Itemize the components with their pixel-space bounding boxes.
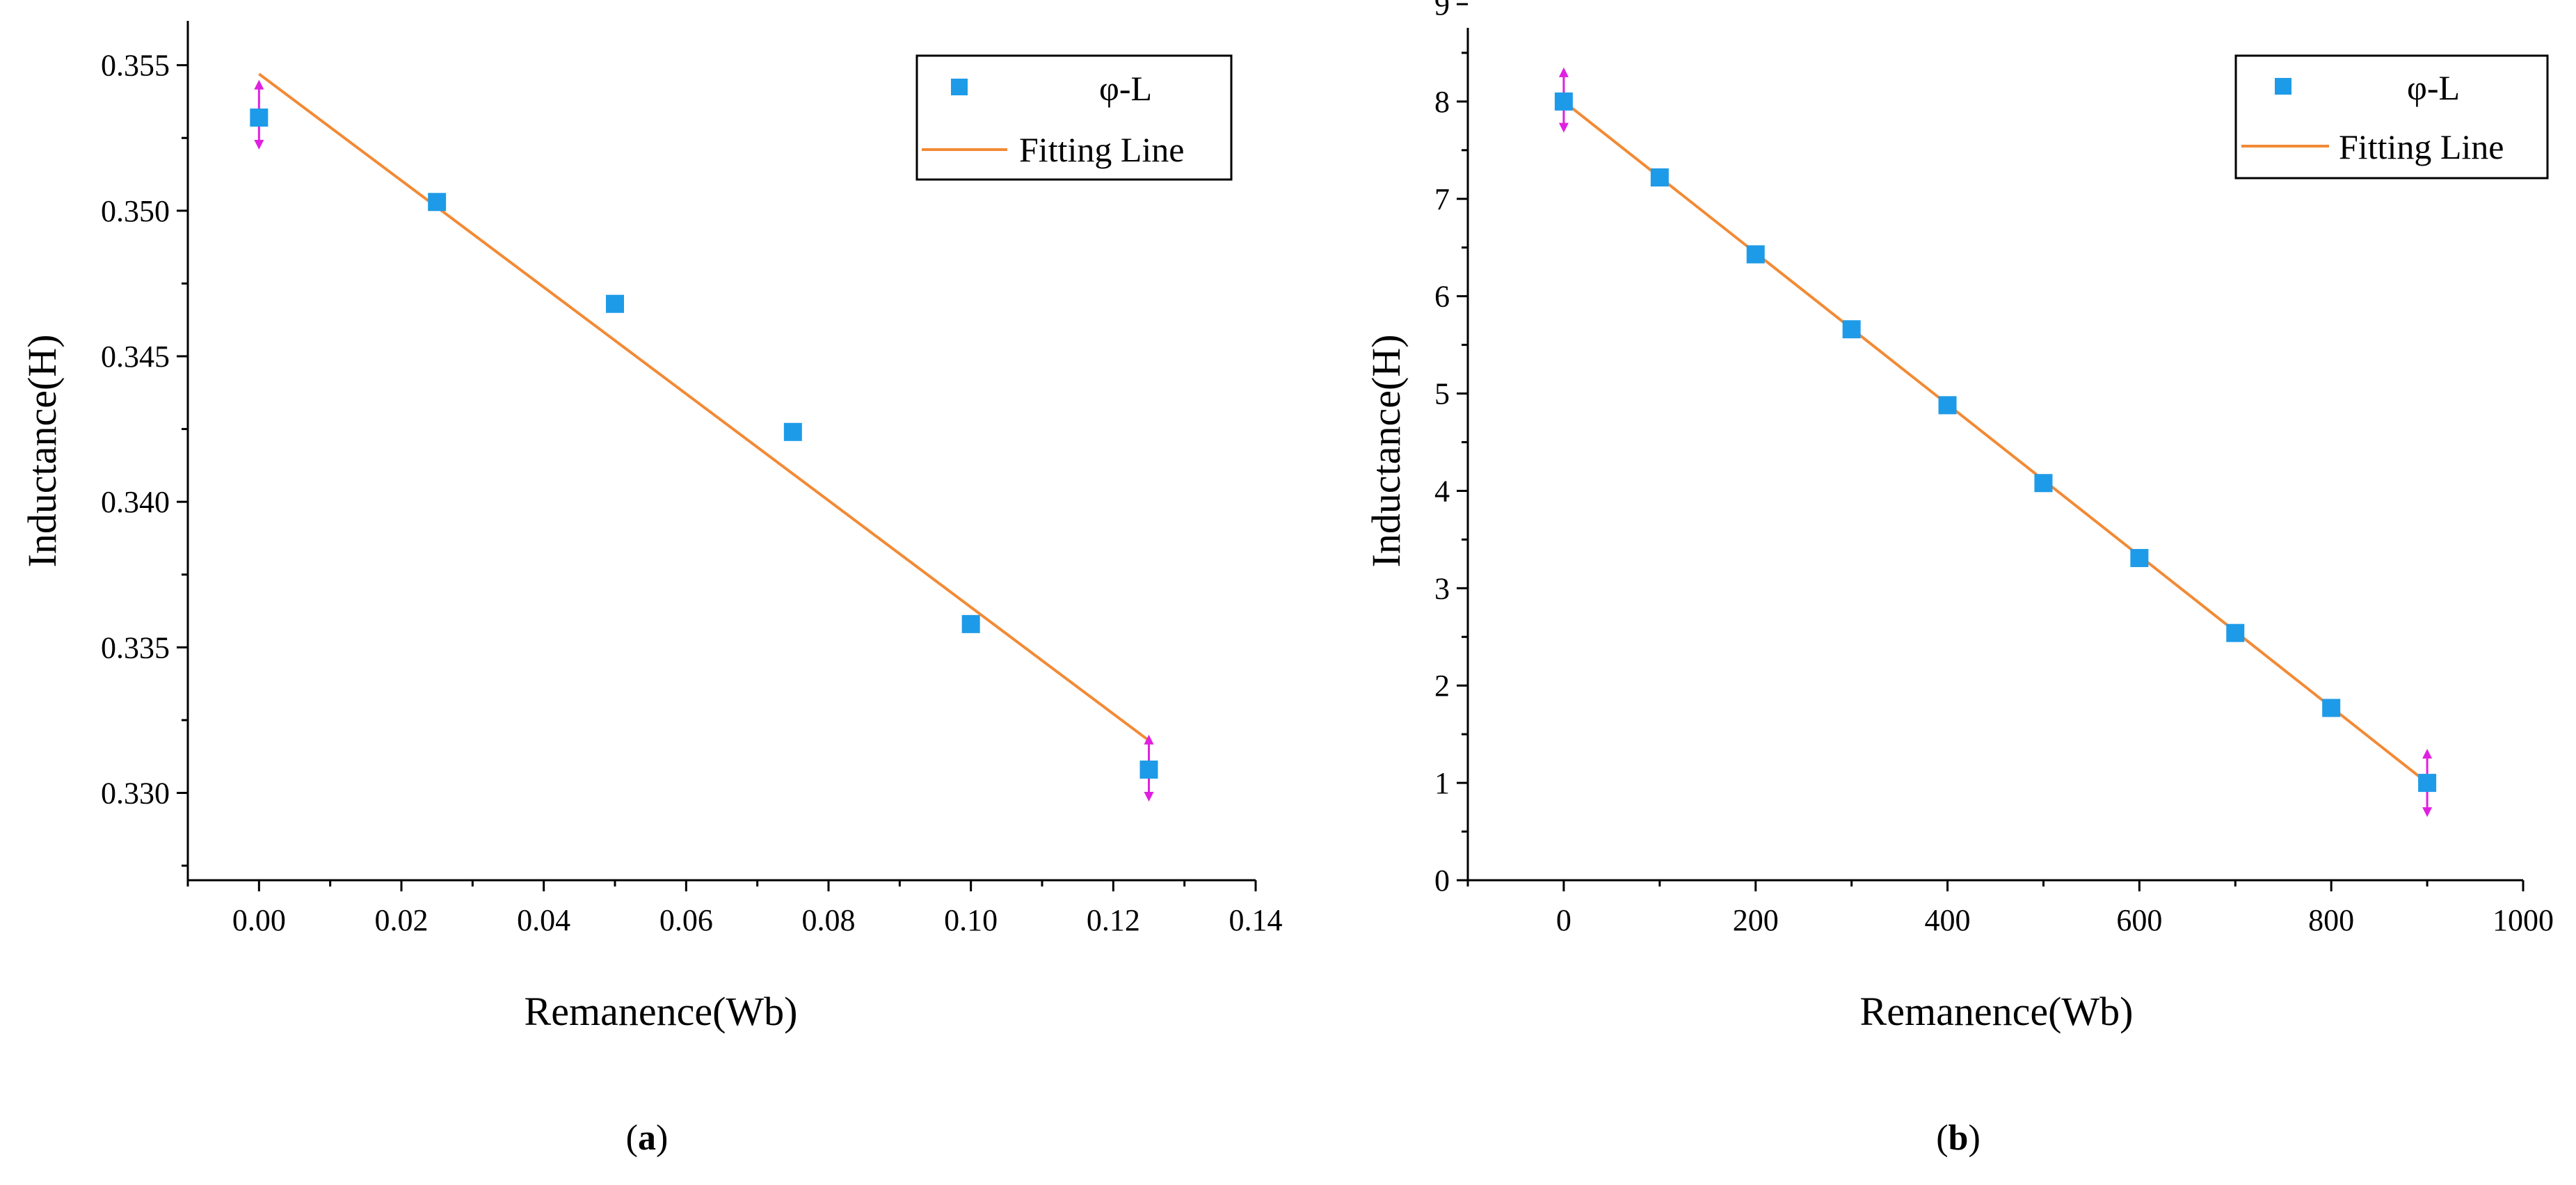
y-tick-label: 2 — [1434, 669, 1450, 703]
data-point — [1842, 320, 1861, 339]
panel-label: (b) — [1936, 1118, 1981, 1158]
tick-labels: 0 200 400 600 800 1000 0 1 2 3 4 5 6 7 8 9 — [1434, 0, 2554, 937]
legend-box — [2234, 54, 2549, 180]
fit-line — [1562, 100, 2429, 784]
legend-label-series: φ-L — [1099, 69, 1152, 108]
x-tick-label: 0.06 — [659, 903, 713, 937]
y-axis-title: Inductance(H) — [1363, 335, 1409, 568]
data-point — [1139, 761, 1158, 779]
chart-panel-b: 0 200 400 600 800 1000 0 1 2 3 4 5 6 7 8 9 Inductance(H… — [1363, 0, 2554, 1158]
y-tick-label: 0.355 — [101, 49, 170, 83]
error-bar-arrow-up — [2422, 749, 2433, 759]
chart-panel-a: 0.00 0.02 0.04 0.06 0.08 0.10 0.12 0.14 0.330 0.3… — [19, 21, 1283, 1158]
legend-label-fit: Fitting Line — [2339, 127, 2504, 166]
tick-labels: 0.00 0.02 0.04 0.06 0.08 0.10 0.12 0.14 0.330 0.3… — [101, 49, 1283, 937]
data-points — [250, 108, 1158, 779]
data-point — [783, 422, 802, 441]
x-tick-label: 0.04 — [517, 903, 570, 937]
data-point — [2034, 474, 2053, 493]
data-point — [1650, 168, 1669, 187]
y-tick-label: 5 — [1434, 377, 1450, 411]
y-tick-label: 7 — [1434, 182, 1450, 216]
data-point — [961, 614, 980, 633]
panel-label: (a) — [626, 1118, 669, 1158]
data-point — [2418, 774, 2437, 793]
legend: φ-L Fitting Line — [2234, 54, 2549, 180]
y-tick-label: 0.340 — [101, 485, 170, 519]
error-bar-arrow-down — [1144, 792, 1154, 802]
error-bar-arrow-down — [1558, 122, 1569, 133]
y-tick-label: 4 — [1434, 474, 1450, 508]
x-tick-label: 0.12 — [1087, 903, 1140, 937]
tick-marks — [1457, 3, 2525, 891]
error-bar-arrow-down — [2422, 807, 2433, 818]
x-axis-title: Remanence(Wb) — [1860, 989, 2134, 1034]
y-tick-label: 0.350 — [101, 194, 170, 228]
x-tick-label: 0.08 — [802, 903, 856, 937]
x-tick-label: 1000 — [2493, 903, 2554, 937]
error-bar-arrow-up — [1558, 67, 1569, 77]
fit-line — [258, 72, 1150, 742]
data-point — [2322, 699, 2341, 717]
y-tick-label: 0.335 — [101, 630, 170, 665]
error-bar-arrow-down — [254, 139, 264, 150]
y-tick-label: 9 — [1434, 0, 1450, 22]
y-tick-label: 0.345 — [101, 340, 170, 374]
x-tick-label: 600 — [2116, 903, 2162, 937]
error-bar-arrow-up — [254, 79, 264, 90]
legend: φ-L Fitting Line — [915, 54, 1233, 181]
data-points — [1554, 92, 2437, 793]
y-tick-label: 3 — [1434, 571, 1450, 605]
y-tick-label: 0 — [1434, 864, 1450, 898]
y-tick-label: 6 — [1434, 280, 1450, 314]
y-tick-label: 8 — [1434, 85, 1450, 119]
x-tick-label: 200 — [1733, 903, 1779, 937]
data-point — [2130, 548, 2149, 567]
legend-label-series: φ-L — [2407, 68, 2460, 107]
tick-marks — [177, 64, 1257, 891]
y-axis-title: Inductance(H) — [19, 335, 65, 568]
x-tick-label: 400 — [1925, 903, 1971, 937]
x-tick-label: 0.14 — [1229, 903, 1283, 937]
data-point — [1746, 245, 1765, 264]
x-tick-label: 800 — [2308, 903, 2354, 937]
data-point — [250, 108, 269, 127]
legend-marker — [951, 79, 968, 95]
y-tick-label: 0.330 — [101, 777, 170, 811]
x-axis-title: Remanence(Wb) — [525, 989, 798, 1034]
legend-box — [915, 54, 1233, 181]
x-tick-label: 0.02 — [375, 903, 429, 937]
error-bar-arrow-up — [1144, 734, 1154, 745]
legend-label-fit: Fitting Line — [1019, 130, 1185, 169]
y-tick-label: 1 — [1434, 766, 1450, 800]
data-point — [428, 193, 447, 212]
data-point — [1938, 396, 1957, 415]
data-point — [606, 294, 624, 313]
data-point — [1554, 92, 1573, 111]
data-point — [2226, 623, 2245, 642]
x-tick-label: 0.10 — [944, 903, 998, 937]
error-bars — [254, 79, 1154, 802]
x-tick-label: 0 — [1556, 903, 1571, 937]
x-tick-label: 0.00 — [232, 903, 286, 937]
legend-marker — [2275, 78, 2291, 95]
